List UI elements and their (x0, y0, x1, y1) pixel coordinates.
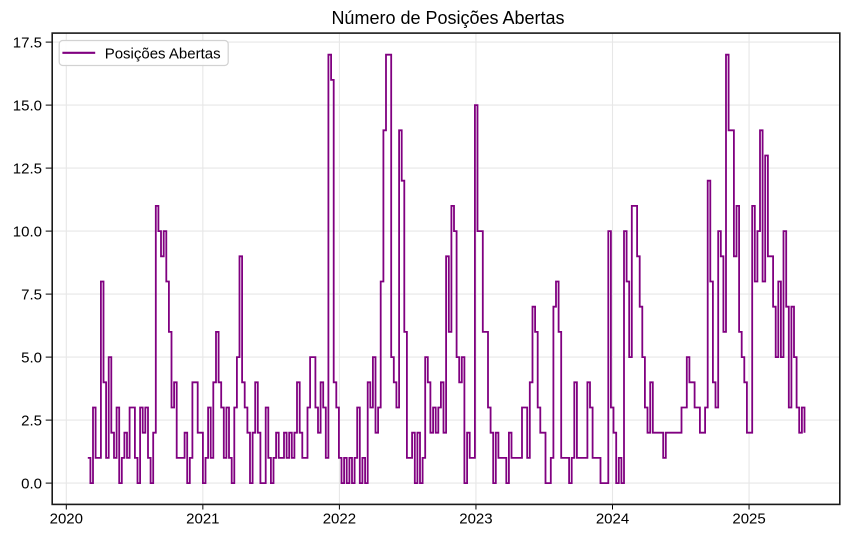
svg-text:2023: 2023 (459, 511, 492, 528)
svg-text:Número de Posições Abertas: Número de Posições Abertas (331, 8, 564, 28)
svg-text:2.5: 2.5 (21, 412, 42, 429)
svg-text:7.5: 7.5 (21, 286, 42, 303)
svg-text:Posições Abertas: Posições Abertas (105, 45, 221, 62)
svg-text:12.5: 12.5 (13, 160, 42, 177)
svg-text:2022: 2022 (323, 511, 356, 528)
svg-text:5.0: 5.0 (21, 349, 42, 366)
svg-text:2024: 2024 (596, 511, 629, 528)
svg-text:10.0: 10.0 (13, 223, 42, 240)
svg-text:15.0: 15.0 (13, 97, 42, 114)
svg-text:0.0: 0.0 (21, 475, 42, 492)
svg-text:2020: 2020 (50, 511, 83, 528)
svg-text:17.5: 17.5 (13, 34, 42, 51)
svg-text:2021: 2021 (186, 511, 219, 528)
svg-text:2025: 2025 (732, 511, 765, 528)
